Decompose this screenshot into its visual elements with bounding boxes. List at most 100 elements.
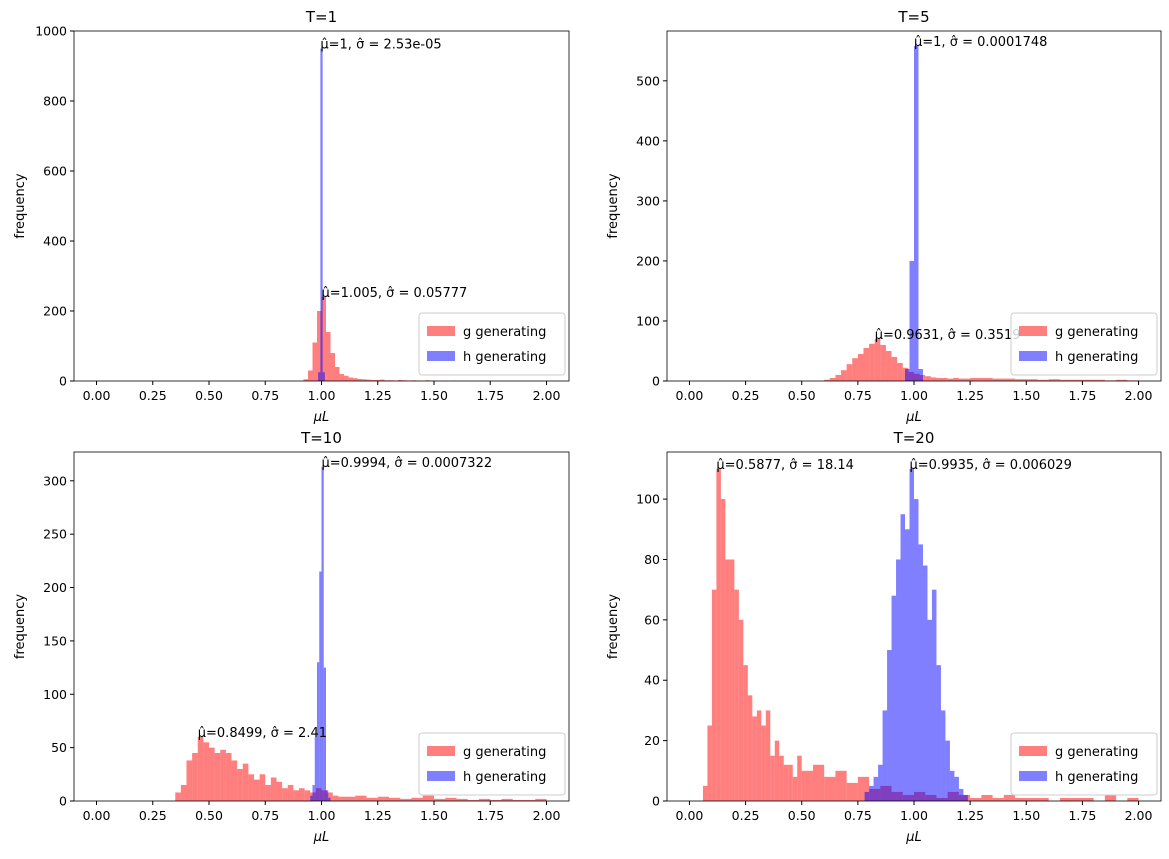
histogram-bar <box>770 756 774 801</box>
histogram-bar <box>308 371 313 382</box>
histogram-bar <box>918 544 922 801</box>
histogram-bar <box>936 378 942 381</box>
x-tick-label: 1.75 <box>1068 808 1096 823</box>
histogram-bar <box>931 377 937 381</box>
y-tick-label: 800 <box>43 94 67 109</box>
subplot-title: T=5 <box>897 8 929 26</box>
x-tick-label: 2.00 <box>533 388 561 403</box>
histogram-bar <box>1071 798 1082 801</box>
y-tick-label: 150 <box>43 633 67 648</box>
histogram-bar <box>1127 798 1138 801</box>
histogram-bar <box>265 785 271 801</box>
histogram-bar <box>959 789 963 801</box>
histogram-bar <box>192 753 198 801</box>
x-tick-label: 0.50 <box>195 808 223 823</box>
histogram-bar <box>412 798 423 801</box>
histogram-bar <box>1105 795 1116 801</box>
histogram-bar <box>1004 795 1015 801</box>
histogram-bar <box>802 771 813 801</box>
x-tick-label: 2.00 <box>1125 808 1153 823</box>
y-tick-label: 80 <box>644 552 660 567</box>
y-tick-label: 0 <box>59 794 67 809</box>
y-tick-label: 600 <box>43 164 67 179</box>
histogram-bar <box>326 332 331 381</box>
x-tick-label: 1.00 <box>308 808 336 823</box>
histogram-bar <box>260 774 266 801</box>
x-tick-label: 1.75 <box>476 808 504 823</box>
histogram-bar <box>305 790 311 801</box>
histogram-bar <box>326 790 328 801</box>
x-tick-label: 1.00 <box>900 388 928 403</box>
histogram-bar <box>757 710 761 801</box>
histogram-bar <box>423 796 434 801</box>
histogram-bar <box>310 796 312 801</box>
annotation: μ̂=1.005, σ̂ = 0.05777 <box>322 286 468 301</box>
histogram-bar <box>892 596 896 801</box>
x-axis-label: μL <box>313 410 330 425</box>
histogram-bar <box>835 375 841 381</box>
histogram-bar <box>237 769 243 801</box>
histogram-bar <box>293 790 299 801</box>
histogram-bar <box>254 780 260 801</box>
histogram-bar <box>344 376 349 381</box>
histogram-bar <box>830 378 836 381</box>
histogram-bar <box>950 771 954 801</box>
y-tick-label: 20 <box>644 733 660 748</box>
y-axis-label: frequency <box>13 594 28 660</box>
histogram-bar <box>315 737 317 801</box>
histogram-bar <box>198 737 204 801</box>
legend-swatch <box>427 326 455 336</box>
histogram-bar <box>925 376 931 381</box>
histogram-bar <box>963 795 967 801</box>
legend-swatch <box>1019 351 1047 361</box>
histogram-bar <box>905 529 909 801</box>
histogram-bar <box>874 777 878 801</box>
histogram-bar <box>271 778 277 801</box>
x-tick-label: 1.50 <box>420 808 448 823</box>
histogram-bar <box>918 369 922 381</box>
y-tick-label: 100 <box>636 313 660 328</box>
y-axis-label: frequency <box>13 173 28 239</box>
x-tick-label: 0.25 <box>732 388 760 403</box>
y-tick-label: 60 <box>644 612 660 627</box>
subplot-title: T=20 <box>893 429 935 447</box>
histogram-bar <box>313 785 315 801</box>
histogram-bar <box>288 785 294 801</box>
y-tick-label: 0 <box>59 374 67 389</box>
y-axis-label: frequency <box>606 173 621 239</box>
histogram-bar <box>970 378 981 381</box>
histogram-bar <box>1082 798 1093 801</box>
x-tick-label: 1.25 <box>956 808 984 823</box>
y-tick-label: 50 <box>51 740 67 755</box>
x-tick-label: 0.50 <box>195 388 223 403</box>
x-tick-label: 1.50 <box>420 388 448 403</box>
histogram-bar <box>936 665 940 801</box>
histogram-bar <box>187 760 193 801</box>
histogram-bar <box>203 742 209 801</box>
x-tick-label: 0.50 <box>788 808 816 823</box>
histogram-bar <box>328 798 330 801</box>
legend-label: g generating <box>463 325 546 340</box>
histogram-bar <box>712 590 716 801</box>
legend-box <box>419 313 565 375</box>
histogram-bar <box>707 726 711 801</box>
x-tick-label: 2.00 <box>1125 388 1153 403</box>
histogram-bar <box>954 777 958 801</box>
histogram-bar <box>896 559 900 801</box>
histogram-bar <box>858 354 864 381</box>
histogram-bar <box>847 364 853 381</box>
x-tick-label: 0.75 <box>251 388 279 403</box>
histogram-bar <box>847 783 858 801</box>
histogram-bar <box>209 748 215 801</box>
histogram-bar <box>703 786 707 801</box>
annotation: μ̂=0.9631, σ̂ = 0.3519 <box>875 328 1021 343</box>
histogram-bar <box>865 792 869 801</box>
histogram-bar <box>793 777 797 801</box>
histogram-bar <box>869 344 875 381</box>
